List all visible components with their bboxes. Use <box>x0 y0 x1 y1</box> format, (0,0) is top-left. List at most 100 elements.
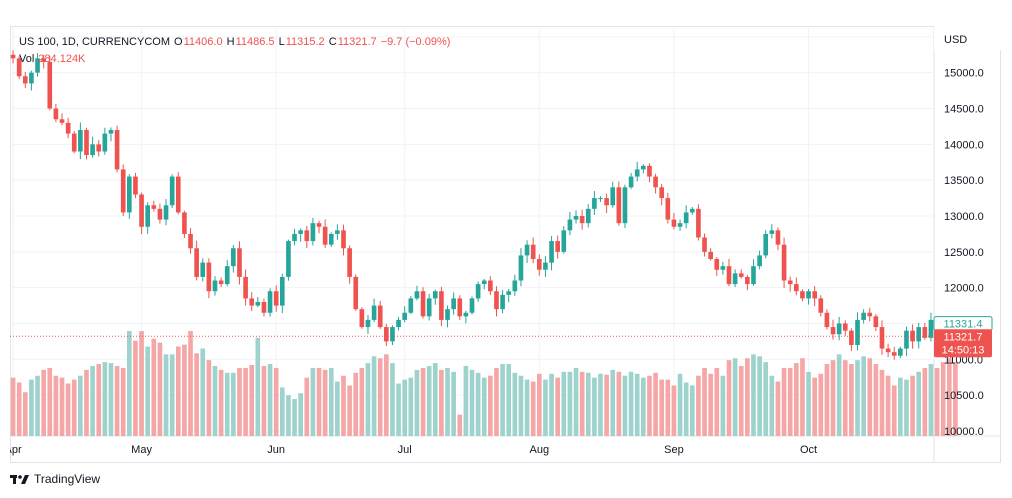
volume-bar <box>940 362 946 436</box>
volume-bar <box>891 385 897 436</box>
volume-bar <box>800 358 805 436</box>
volume-bar <box>598 373 603 436</box>
candle <box>469 296 475 315</box>
volume-bar <box>396 383 401 436</box>
candle <box>237 241 242 285</box>
candle <box>249 292 255 312</box>
candle <box>353 274 359 311</box>
candle <box>879 320 885 355</box>
high-label: H <box>226 36 235 48</box>
volume-bar <box>677 373 683 436</box>
time-axis[interactable]: Apr May Jun Jul Aug Sep Oct <box>10 444 817 456</box>
symbol-title[interactable]: US 100, 1D, CURRENCYCOM <box>19 36 170 48</box>
volume-bar <box>224 372 230 436</box>
volume-bar <box>218 369 224 436</box>
volume-bar <box>775 381 781 436</box>
candle <box>457 295 463 321</box>
volume-bar <box>702 367 707 436</box>
volume-bar <box>163 354 169 436</box>
volume-bar <box>488 375 493 436</box>
candle <box>781 237 787 289</box>
candle <box>904 326 909 356</box>
candle <box>873 314 879 332</box>
candles <box>10 50 934 360</box>
volume-bar <box>610 369 616 436</box>
candle <box>500 289 505 314</box>
candle <box>402 306 408 323</box>
candle <box>396 316 401 331</box>
close-value: 11321.7 <box>337 36 377 48</box>
candle <box>683 205 689 229</box>
candle <box>420 287 426 319</box>
candle <box>793 277 799 296</box>
candle <box>714 257 720 276</box>
candle <box>322 219 328 248</box>
volume-bar <box>439 369 444 436</box>
candle <box>610 181 616 208</box>
volume-bar <box>310 367 316 436</box>
volume-bar <box>579 371 585 436</box>
candle <box>708 248 713 261</box>
candle <box>377 300 383 329</box>
candle <box>65 117 71 139</box>
candle <box>696 204 701 241</box>
candle <box>494 286 499 317</box>
candle <box>194 240 199 281</box>
candle <box>279 273 285 314</box>
volume-bar <box>194 353 199 436</box>
candle <box>475 281 481 302</box>
volume-bar <box>567 371 573 436</box>
volume-bar <box>206 360 212 436</box>
candle <box>800 289 805 302</box>
candle <box>35 53 40 77</box>
open-value: 11406.0 <box>183 36 223 48</box>
volume-bar <box>402 379 408 436</box>
candle <box>518 248 524 287</box>
candle <box>96 140 102 157</box>
candle <box>842 320 848 336</box>
candle <box>218 277 224 288</box>
candle <box>506 289 512 303</box>
high-value: 11486.5 <box>235 36 275 48</box>
volume-bar <box>249 365 255 436</box>
candle <box>634 161 640 182</box>
price-tick-label: 14500.0 <box>944 104 984 116</box>
price-axis[interactable]: 10000.010500.011000.011500.012000.012500… <box>944 68 984 438</box>
candle <box>579 209 585 230</box>
time-tick-label: Apr <box>10 444 22 456</box>
volume-bar <box>59 377 65 436</box>
volume-bar <box>518 375 524 436</box>
volume-bar <box>867 358 873 436</box>
volume-bar <box>175 346 181 436</box>
volume-bar <box>292 399 297 436</box>
candle <box>585 204 591 228</box>
volume-bar <box>133 340 138 436</box>
time-tick-label: May <box>131 444 152 456</box>
candle <box>451 292 456 315</box>
candle <box>41 55 46 69</box>
candle <box>806 288 811 305</box>
volume-bar <box>384 354 389 436</box>
candle <box>659 183 665 206</box>
candle <box>347 245 352 284</box>
volume-bar <box>714 367 720 436</box>
volume-bar <box>812 377 818 436</box>
candle <box>549 236 554 271</box>
prev-close-value: 11331.4 <box>944 319 983 331</box>
price-tick-label: 10000.0 <box>944 426 984 438</box>
volume-bar <box>787 367 793 436</box>
volume-bar <box>463 366 469 436</box>
candle <box>53 103 59 123</box>
volume-bar <box>78 375 83 436</box>
volume-bar <box>169 354 175 436</box>
tradingview-brand[interactable]: TradingView <box>10 472 100 486</box>
price-chart[interactable]: 10000.010500.011000.011500.012000.012500… <box>10 26 1001 463</box>
candle <box>267 288 273 317</box>
volume-bar <box>469 369 475 436</box>
candle <box>224 259 230 287</box>
volume-bar <box>304 377 310 436</box>
volume-bar <box>861 356 866 436</box>
volume-bar <box>335 381 340 436</box>
volume-bar <box>96 364 102 436</box>
volume-bar <box>261 366 267 436</box>
